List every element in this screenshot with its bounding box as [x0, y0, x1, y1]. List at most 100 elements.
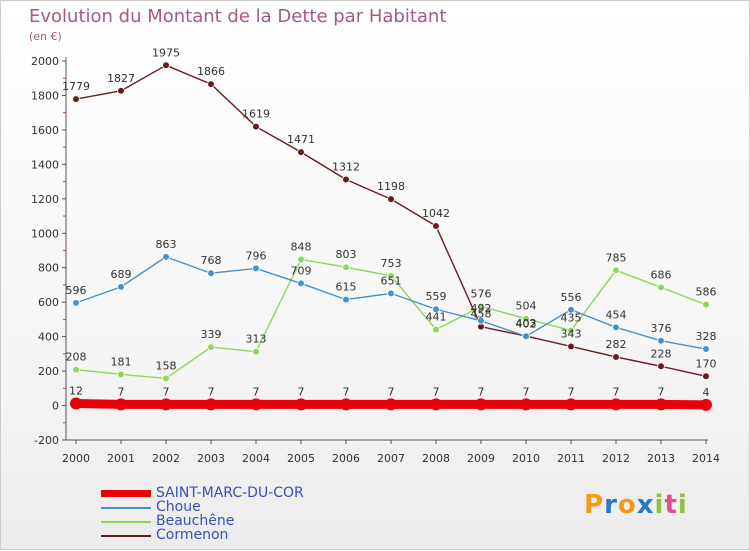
data-point-saint-marc-du-cor [70, 397, 82, 410]
data-label-saint-marc-du-cor: 7 [163, 385, 170, 398]
data-label-choue: 796 [246, 249, 267, 262]
data-point-cormenon [252, 122, 260, 131]
data-label-beauch-ne: 504 [516, 300, 537, 313]
data-label-choue: 709 [291, 264, 312, 277]
data-label-choue: 615 [336, 281, 357, 294]
data-point-saint-marc-du-cor [655, 398, 667, 411]
y-tick-label: 800 [38, 262, 59, 275]
data-point-beauch-ne [612, 266, 620, 275]
y-tick-label: 1000 [31, 227, 59, 240]
x-tick-label: 2002 [152, 452, 180, 465]
data-point-saint-marc-du-cor [475, 398, 487, 411]
data-label-cormenon: 1975 [152, 46, 180, 59]
y-tick-label: 2000 [31, 55, 59, 68]
data-label-saint-marc-du-cor: 7 [613, 385, 620, 398]
data-label-choue: 596 [66, 284, 87, 297]
data-point-choue [657, 336, 665, 345]
data-label-cormenon: 1312 [332, 161, 360, 174]
data-point-beauch-ne [522, 314, 530, 323]
y-tick-label: 600 [38, 296, 59, 309]
data-point-beauch-ne [162, 374, 170, 383]
legend-label: Cormenon [156, 527, 229, 543]
x-tick-label: 2000 [62, 452, 90, 465]
data-point-choue [702, 345, 710, 353]
x-tick-label: 2004 [242, 452, 270, 465]
chart-unit-label: (en €) [29, 30, 62, 43]
legend-label: Choue [156, 499, 201, 515]
data-label-saint-marc-du-cor: 7 [298, 385, 305, 398]
data-point-choue [162, 253, 170, 261]
data-point-choue [252, 264, 260, 273]
data-point-beauch-ne [657, 283, 665, 292]
legend-swatch [101, 507, 151, 509]
data-point-cormenon [567, 342, 575, 351]
data-label-saint-marc-du-cor: 7 [388, 385, 395, 398]
data-label-cormenon: 458 [471, 308, 492, 321]
legend-label: Beauchêne [156, 513, 235, 529]
logo-letter: P [584, 490, 605, 520]
data-point-saint-marc-du-cor [340, 398, 352, 411]
data-point-cormenon [657, 362, 665, 371]
y-tick-label: 1400 [31, 158, 59, 171]
data-point-beauch-ne [567, 326, 575, 335]
y-tick-label: 1200 [31, 193, 59, 206]
data-label-saint-marc-du-cor: 12 [69, 384, 83, 397]
data-label-beauch-ne: 785 [606, 251, 627, 264]
data-label-cormenon: 1042 [422, 207, 450, 220]
data-label-cormenon: 1619 [242, 108, 270, 121]
data-point-choue [297, 279, 305, 288]
data-point-beauch-ne [702, 300, 710, 309]
x-tick-label: 2005 [287, 452, 315, 465]
data-label-choue: 556 [561, 291, 582, 304]
data-label-beauch-ne: 208 [66, 351, 87, 364]
data-point-choue [117, 283, 125, 291]
x-tick-label: 2010 [512, 452, 540, 465]
x-tick-label: 2011 [557, 452, 585, 465]
data-point-cormenon [612, 353, 620, 361]
data-label-cormenon: 1471 [287, 133, 315, 146]
x-tick-label: 2014 [692, 452, 720, 465]
x-tick-label: 2003 [197, 452, 225, 465]
data-point-choue [387, 289, 395, 298]
data-label-cormenon: 1866 [197, 65, 225, 78]
data-label-choue: 689 [111, 268, 132, 281]
data-point-choue [207, 269, 215, 278]
data-point-saint-marc-du-cor [115, 398, 127, 411]
data-label-cormenon: 1827 [107, 72, 135, 85]
y-tick-label: 1600 [31, 124, 59, 137]
data-point-choue [432, 305, 440, 314]
data-label-saint-marc-du-cor: 7 [343, 385, 350, 398]
legend-swatch [101, 490, 151, 497]
x-tick-label: 2012 [602, 452, 630, 465]
data-label-beauch-ne: 753 [381, 257, 402, 270]
y-tick-label: 400 [38, 331, 59, 344]
logo-letter: r [604, 490, 618, 520]
proxiti-logo: Proxiti [584, 490, 688, 520]
data-label-cormenon: 170 [696, 357, 717, 370]
x-tick-label: 2009 [467, 452, 495, 465]
data-point-choue [612, 323, 620, 332]
data-point-beauch-ne [477, 302, 485, 311]
x-tick-label: 2007 [377, 452, 405, 465]
data-label-choue: 651 [381, 274, 402, 287]
data-point-saint-marc-du-cor [205, 398, 217, 411]
data-point-saint-marc-du-cor [295, 398, 307, 411]
data-point-saint-marc-du-cor [250, 398, 262, 411]
logo-letter: i [654, 490, 665, 520]
data-label-cormenon: 1198 [377, 180, 405, 193]
data-point-cormenon [432, 222, 440, 230]
y-tick-label: -200 [34, 434, 59, 447]
data-label-cormenon: 228 [651, 347, 672, 360]
data-point-saint-marc-du-cor [385, 398, 397, 411]
chart-title: Evolution du Montant de la Dette par Hab… [29, 6, 447, 27]
data-point-cormenon [387, 195, 395, 203]
data-label-choue: 863 [156, 238, 177, 251]
legend-swatch [101, 535, 151, 537]
data-label-saint-marc-du-cor: 7 [523, 385, 530, 398]
data-point-cormenon [702, 372, 710, 381]
data-label-beauch-ne: 576 [471, 287, 492, 300]
data-point-cormenon [207, 80, 215, 88]
data-point-saint-marc-du-cor [430, 398, 442, 411]
series-line-cormenon [75, 64, 707, 377]
data-label-beauch-ne: 848 [291, 240, 312, 253]
